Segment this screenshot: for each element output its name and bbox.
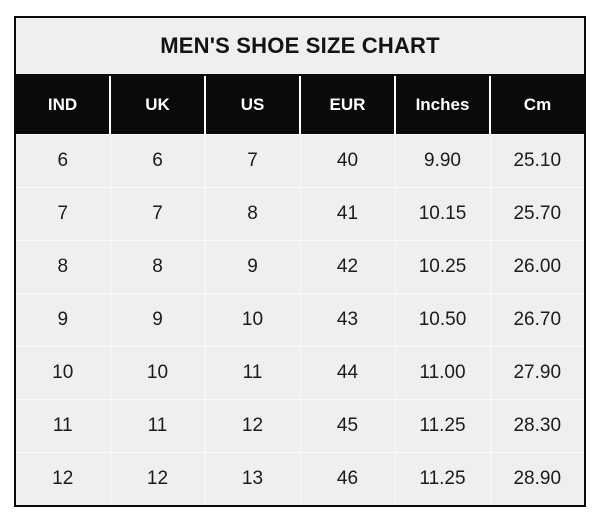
column-header-us: US [205, 75, 301, 135]
cell-us: 12 [205, 399, 301, 453]
cell-eur: 40 [300, 134, 396, 188]
cell-uk: 11 [110, 399, 206, 453]
cell-eur: 42 [300, 240, 396, 294]
column-header-ind: IND [15, 75, 111, 135]
table-row: 12 12 13 46 11.25 28.90 [15, 452, 585, 506]
shoe-size-chart: MEN'S SHOE SIZE CHART IND UK US EUR Inch… [14, 16, 586, 507]
column-header-uk: UK [110, 75, 206, 135]
cell-inches: 10.25 [395, 240, 491, 294]
cell-cm: 27.90 [490, 346, 585, 400]
table-row: 10 10 11 44 11.00 27.90 [15, 346, 585, 400]
cell-inches: 9.90 [395, 134, 491, 188]
cell-ind: 12 [15, 452, 111, 506]
cell-us: 11 [205, 346, 301, 400]
cell-eur: 46 [300, 452, 396, 506]
table-row: 6 6 7 40 9.90 25.10 [15, 134, 585, 188]
cell-cm: 25.70 [490, 187, 585, 241]
cell-eur: 45 [300, 399, 396, 453]
cell-eur: 41 [300, 187, 396, 241]
cell-uk: 6 [110, 134, 206, 188]
title-row: MEN'S SHOE SIZE CHART [15, 17, 585, 76]
cell-ind: 6 [15, 134, 111, 188]
cell-ind: 11 [15, 399, 111, 453]
page-title: MEN'S SHOE SIZE CHART [15, 17, 585, 76]
cell-cm: 26.70 [490, 293, 585, 347]
cell-uk: 7 [110, 187, 206, 241]
cell-ind: 9 [15, 293, 111, 347]
column-header-inches: Inches [395, 75, 491, 135]
table-row: 11 11 12 45 11.25 28.30 [15, 399, 585, 453]
cell-cm: 28.30 [490, 399, 585, 453]
size-table: MEN'S SHOE SIZE CHART IND UK US EUR Inch… [14, 16, 586, 507]
cell-us: 10 [205, 293, 301, 347]
cell-inches: 11.25 [395, 452, 491, 506]
cell-ind: 7 [15, 187, 111, 241]
cell-cm: 26.00 [490, 240, 585, 294]
column-header-eur: EUR [300, 75, 396, 135]
cell-us: 13 [205, 452, 301, 506]
cell-us: 8 [205, 187, 301, 241]
table-row: 9 9 10 43 10.50 26.70 [15, 293, 585, 347]
cell-inches: 11.25 [395, 399, 491, 453]
table-row: 8 8 9 42 10.25 26.00 [15, 240, 585, 294]
table-header-row: IND UK US EUR Inches Cm [15, 75, 585, 135]
cell-ind: 10 [15, 346, 111, 400]
cell-ind: 8 [15, 240, 111, 294]
cell-uk: 12 [110, 452, 206, 506]
cell-uk: 8 [110, 240, 206, 294]
cell-us: 7 [205, 134, 301, 188]
cell-inches: 10.15 [395, 187, 491, 241]
cell-cm: 28.90 [490, 452, 585, 506]
cell-inches: 10.50 [395, 293, 491, 347]
cell-eur: 43 [300, 293, 396, 347]
column-header-cm: Cm [490, 75, 585, 135]
cell-uk: 10 [110, 346, 206, 400]
cell-eur: 44 [300, 346, 396, 400]
cell-uk: 9 [110, 293, 206, 347]
table-row: 7 7 8 41 10.15 25.70 [15, 187, 585, 241]
cell-inches: 11.00 [395, 346, 491, 400]
cell-cm: 25.10 [490, 134, 585, 188]
cell-us: 9 [205, 240, 301, 294]
